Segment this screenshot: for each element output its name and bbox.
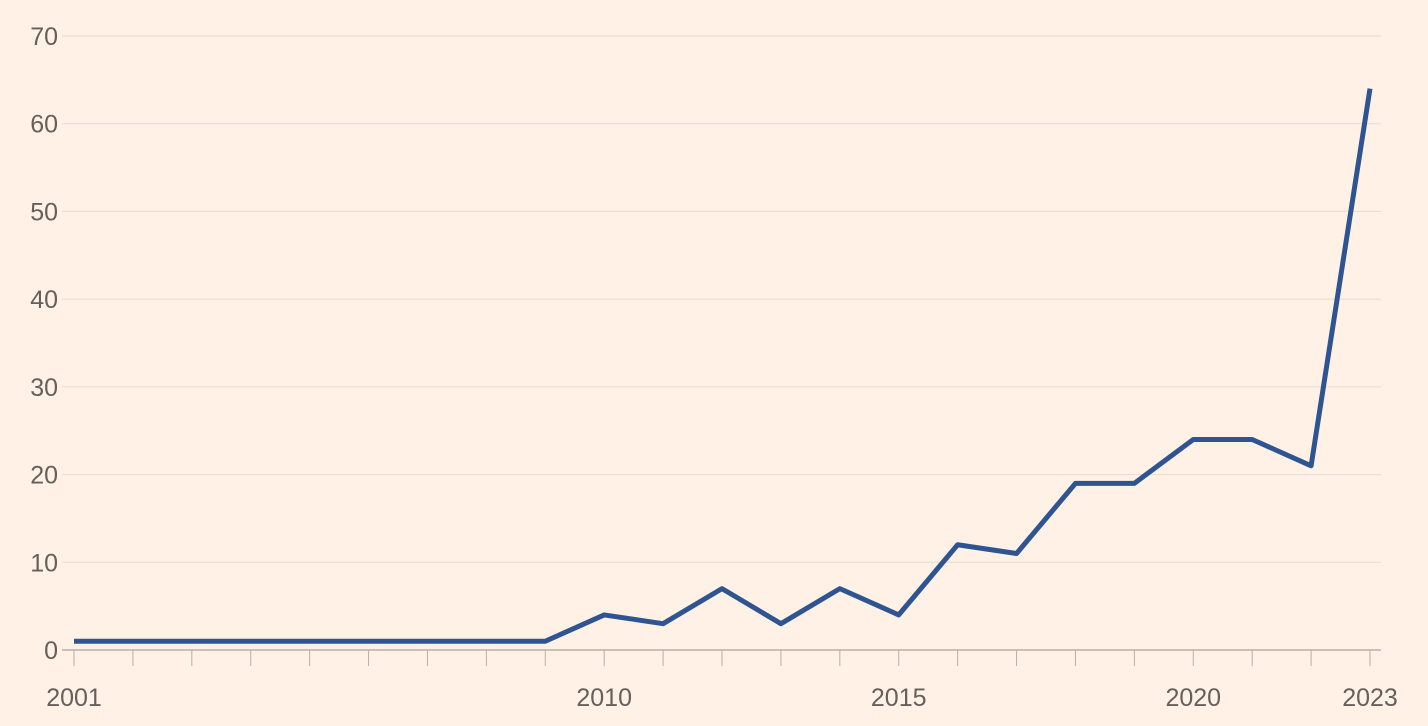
y-axis: 0 10 20 30 40 50 60 70 (30, 23, 58, 665)
y-tick-label-70: 70 (30, 23, 58, 51)
y-tick-label-60: 60 (30, 111, 58, 139)
x-tick-label-2001: 2001 (46, 684, 102, 712)
x-axis-labels: 2001 2010 2015 2020 2023 (46, 684, 1398, 712)
x-tick-label-2015: 2015 (871, 684, 927, 712)
y-tick-label-30: 30 (30, 374, 58, 402)
x-tick-label-2020: 2020 (1165, 684, 1221, 712)
y-tick-label-20: 20 (30, 462, 58, 490)
y-tick-label-0: 0 (44, 637, 58, 665)
series-lines (74, 88, 1373, 644)
x-tick-label-2023: 2023 (1342, 684, 1398, 712)
y-tick-label-40: 40 (30, 286, 58, 314)
gridlines (62, 35, 1381, 563)
x-tick-label-2010: 2010 (576, 684, 632, 712)
y-tick-label-10: 10 (30, 549, 58, 577)
y-tick-label-50: 50 (30, 198, 58, 226)
series-line-0 (74, 88, 1373, 644)
x-axis (62, 649, 1381, 666)
